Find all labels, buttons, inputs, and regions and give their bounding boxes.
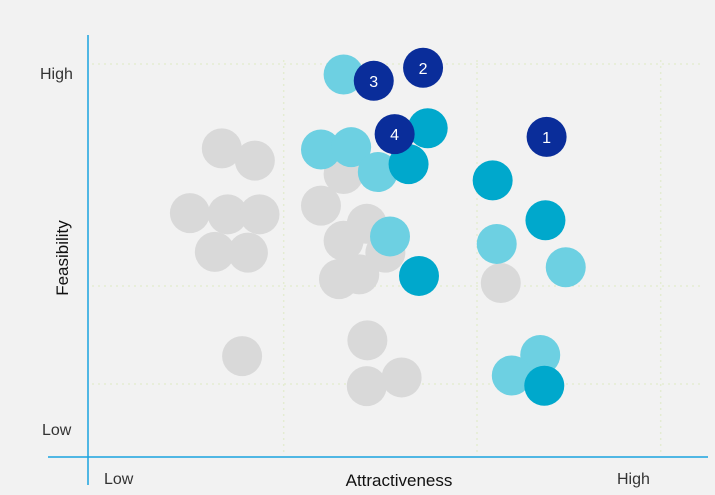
x-tick-label-low: Low <box>104 471 134 488</box>
data-point-light-blue <box>331 127 372 168</box>
data-point-gray <box>207 194 248 235</box>
y-axis-title: Feasibility <box>53 220 72 296</box>
data-point-teal <box>388 144 429 185</box>
data-point-gray <box>323 220 364 261</box>
data-point-label: 3 <box>369 74 378 91</box>
data-point-teal <box>472 160 513 201</box>
points: 1 2 3 4 <box>169 47 586 407</box>
data-point-navy <box>374 114 415 155</box>
data-point-light-blue <box>357 152 398 193</box>
data-point-gray <box>347 320 388 361</box>
y-tick-label-low: Low <box>42 422 72 439</box>
data-point-gray <box>339 254 380 295</box>
data-point-teal <box>524 365 565 406</box>
data-point-navy <box>526 116 567 157</box>
data-point-gray <box>239 194 280 235</box>
data-point-light-blue <box>323 54 364 95</box>
data-point-teal <box>407 108 448 149</box>
data-point-navy <box>403 47 444 88</box>
data-point-label: 4 <box>390 127 399 144</box>
data-point-light-blue <box>545 247 586 288</box>
data-point-light-blue <box>476 223 517 264</box>
data-point-label: 2 <box>419 61 428 78</box>
data-point-gray <box>222 336 263 377</box>
data-point-light-blue <box>520 334 561 375</box>
y-tick-label-high: High <box>40 66 73 83</box>
x-axis-title: Attractiveness <box>346 471 453 490</box>
data-point-gray <box>194 231 235 272</box>
data-point-gray <box>300 185 341 226</box>
data-point-light-blue <box>370 216 410 257</box>
data-point-gray <box>480 263 521 304</box>
data-point-teal <box>399 255 439 296</box>
data-point-label: 1 <box>542 130 551 147</box>
data-point-gray <box>201 128 242 169</box>
data-point-teal <box>525 200 566 241</box>
data-point-gray <box>234 140 275 181</box>
data-point-navy <box>353 60 394 101</box>
data-point-gray <box>346 366 387 407</box>
data-point-light-blue <box>300 129 341 170</box>
data-point-gray <box>227 232 268 273</box>
data-point-light-blue <box>491 355 532 396</box>
x-tick-label-high: High <box>617 471 650 488</box>
data-point-gray <box>169 193 210 234</box>
data-point-gray <box>381 357 422 398</box>
